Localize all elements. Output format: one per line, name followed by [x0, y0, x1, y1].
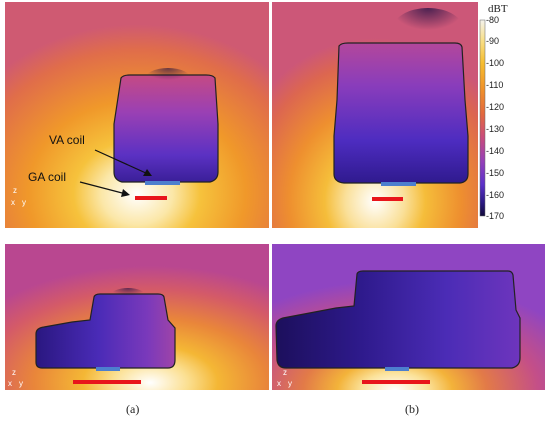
panel-a-top — [5, 2, 269, 228]
axis-x-label: x — [277, 379, 281, 388]
axis-y-label: y — [22, 198, 26, 207]
va-coil-b-top — [381, 182, 416, 186]
colorbar-scale — [479, 19, 486, 217]
va-coil-a-bottom — [96, 367, 120, 371]
ga-coil-a-top — [135, 196, 167, 200]
panel-a-bottom — [5, 244, 269, 390]
caption-b: (b) — [405, 402, 419, 416]
colorbar — [479, 19, 486, 217]
axis-z-label: z — [13, 186, 17, 195]
panel-b-bottom — [272, 244, 545, 390]
colorbar-tick: -140 — [486, 146, 505, 156]
va-coil-a-top — [145, 181, 180, 185]
va-coil-label: VA coil — [49, 133, 85, 147]
axis-y-label: y — [288, 379, 292, 388]
colorbar-unit: dBT — [488, 3, 508, 15]
caption-a: (a) — [126, 402, 140, 416]
colorbar-tick: -100 — [486, 58, 505, 68]
colorbar-tick: -170 — [486, 211, 505, 221]
colorbar-tick: -120 — [486, 102, 505, 112]
colorbar-tick: -110 — [486, 80, 504, 90]
colorbar-tick: -130 — [486, 124, 505, 134]
axis-z-label: z — [283, 368, 287, 377]
ga-coil-label: GA coil — [28, 170, 67, 184]
panel-b-bottom-vehicle — [275, 270, 521, 369]
panel-b-top — [270, 2, 478, 228]
colorbar-tick: -160 — [486, 190, 505, 200]
ga-coil-a-bottom — [73, 380, 141, 384]
axis-z-label: z — [12, 368, 16, 377]
ga-coil-b-top — [372, 197, 403, 201]
ga-coil-b-bottom — [362, 380, 430, 384]
axis-x-label: x — [11, 198, 15, 207]
colorbar-tick: -90 — [486, 36, 500, 46]
axis-x-label: x — [8, 379, 12, 388]
panel-b-top-vehicle — [333, 42, 469, 184]
colorbar-tick: -150 — [486, 168, 505, 178]
colorbar-tick: -80 — [486, 15, 500, 25]
va-coil-b-bottom — [385, 367, 409, 371]
axis-y-label: y — [19, 379, 23, 388]
panel-a-top-vehicle — [113, 74, 219, 183]
annotation-arrows — [79, 149, 152, 197]
panel-a-bottom-vehicle — [35, 293, 176, 369]
